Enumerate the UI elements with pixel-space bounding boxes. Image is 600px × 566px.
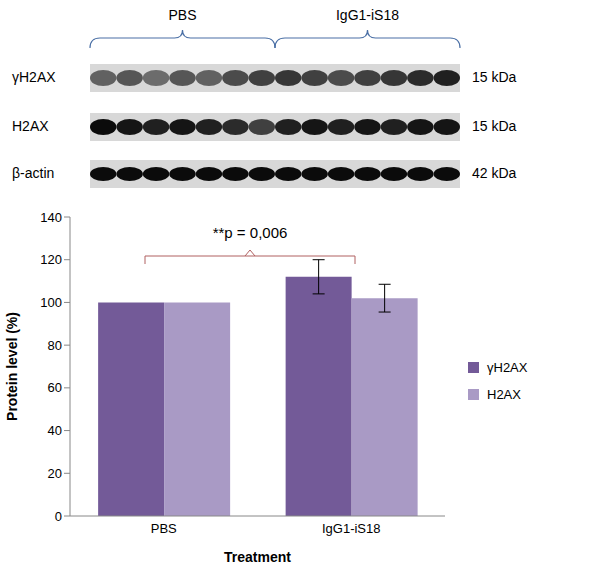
svg-text:15 kDa: 15 kDa	[472, 69, 517, 85]
svg-text:20: 20	[48, 466, 62, 481]
svg-text:15 kDa: 15 kDa	[472, 118, 517, 134]
svg-text:IgG1-iS18: IgG1-iS18	[336, 7, 399, 23]
svg-text:120: 120	[40, 252, 62, 267]
svg-text:42 kDa: 42 kDa	[472, 165, 517, 181]
svg-text:IgG1-iS18: IgG1-iS18	[322, 521, 381, 536]
svg-text:Treatment: Treatment	[224, 549, 291, 565]
svg-text:0: 0	[55, 509, 62, 524]
svg-text:60: 60	[48, 380, 62, 395]
svg-text:γH2AX: γH2AX	[12, 69, 56, 85]
svg-text:PBS: PBS	[151, 521, 177, 536]
html-text:H2AX: H2AX	[487, 387, 521, 402]
svg-text:140: 140	[40, 210, 62, 225]
svg-text:80: 80	[48, 338, 62, 353]
html-text:γH2AX: γH2AX	[487, 360, 528, 375]
svg-text:**p = 0,006: **p = 0,006	[213, 224, 288, 241]
svg-text:40: 40	[48, 423, 62, 438]
svg-text:β-actin: β-actin	[12, 165, 54, 181]
svg-text:100: 100	[40, 295, 62, 310]
svg-text:PBS: PBS	[168, 7, 196, 23]
svg-text:H2AX: H2AX	[12, 118, 49, 134]
svg-text:Protein level (%): Protein level (%)	[8, 312, 20, 421]
